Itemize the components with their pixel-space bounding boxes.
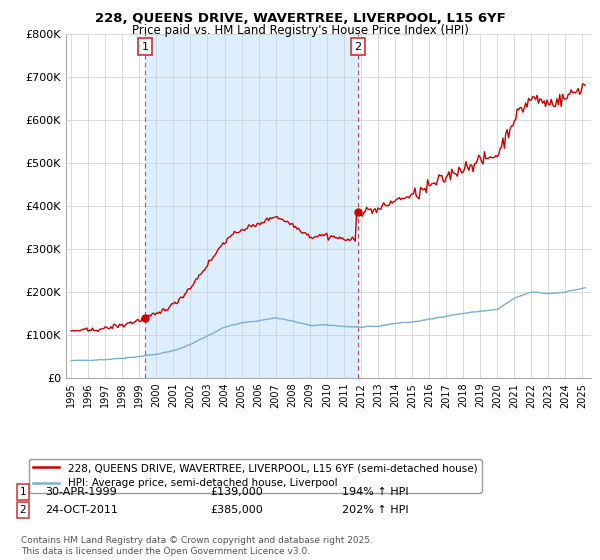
Text: 1: 1 (142, 41, 148, 52)
Bar (145, 34, 358, 378)
Text: 202% ↑ HPI: 202% ↑ HPI (342, 505, 409, 515)
Text: Contains HM Land Registry data © Crown copyright and database right 2025.
This d: Contains HM Land Registry data © Crown c… (21, 536, 373, 556)
Text: 194% ↑ HPI: 194% ↑ HPI (342, 487, 409, 497)
Text: 1: 1 (19, 487, 26, 497)
Text: 24-OCT-2011: 24-OCT-2011 (45, 505, 118, 515)
Text: £385,000: £385,000 (210, 505, 263, 515)
Legend: 228, QUEENS DRIVE, WAVERTREE, LIVERPOOL, L15 6YF (semi-detached house), HPI: Ave: 228, QUEENS DRIVE, WAVERTREE, LIVERPOOL,… (29, 459, 482, 492)
Text: £139,000: £139,000 (210, 487, 263, 497)
Text: 2: 2 (355, 41, 362, 52)
Text: Price paid vs. HM Land Registry's House Price Index (HPI): Price paid vs. HM Land Registry's House … (131, 24, 469, 36)
Text: 2: 2 (19, 505, 26, 515)
Text: 30-APR-1999: 30-APR-1999 (45, 487, 117, 497)
Text: 228, QUEENS DRIVE, WAVERTREE, LIVERPOOL, L15 6YF: 228, QUEENS DRIVE, WAVERTREE, LIVERPOOL,… (95, 12, 505, 25)
